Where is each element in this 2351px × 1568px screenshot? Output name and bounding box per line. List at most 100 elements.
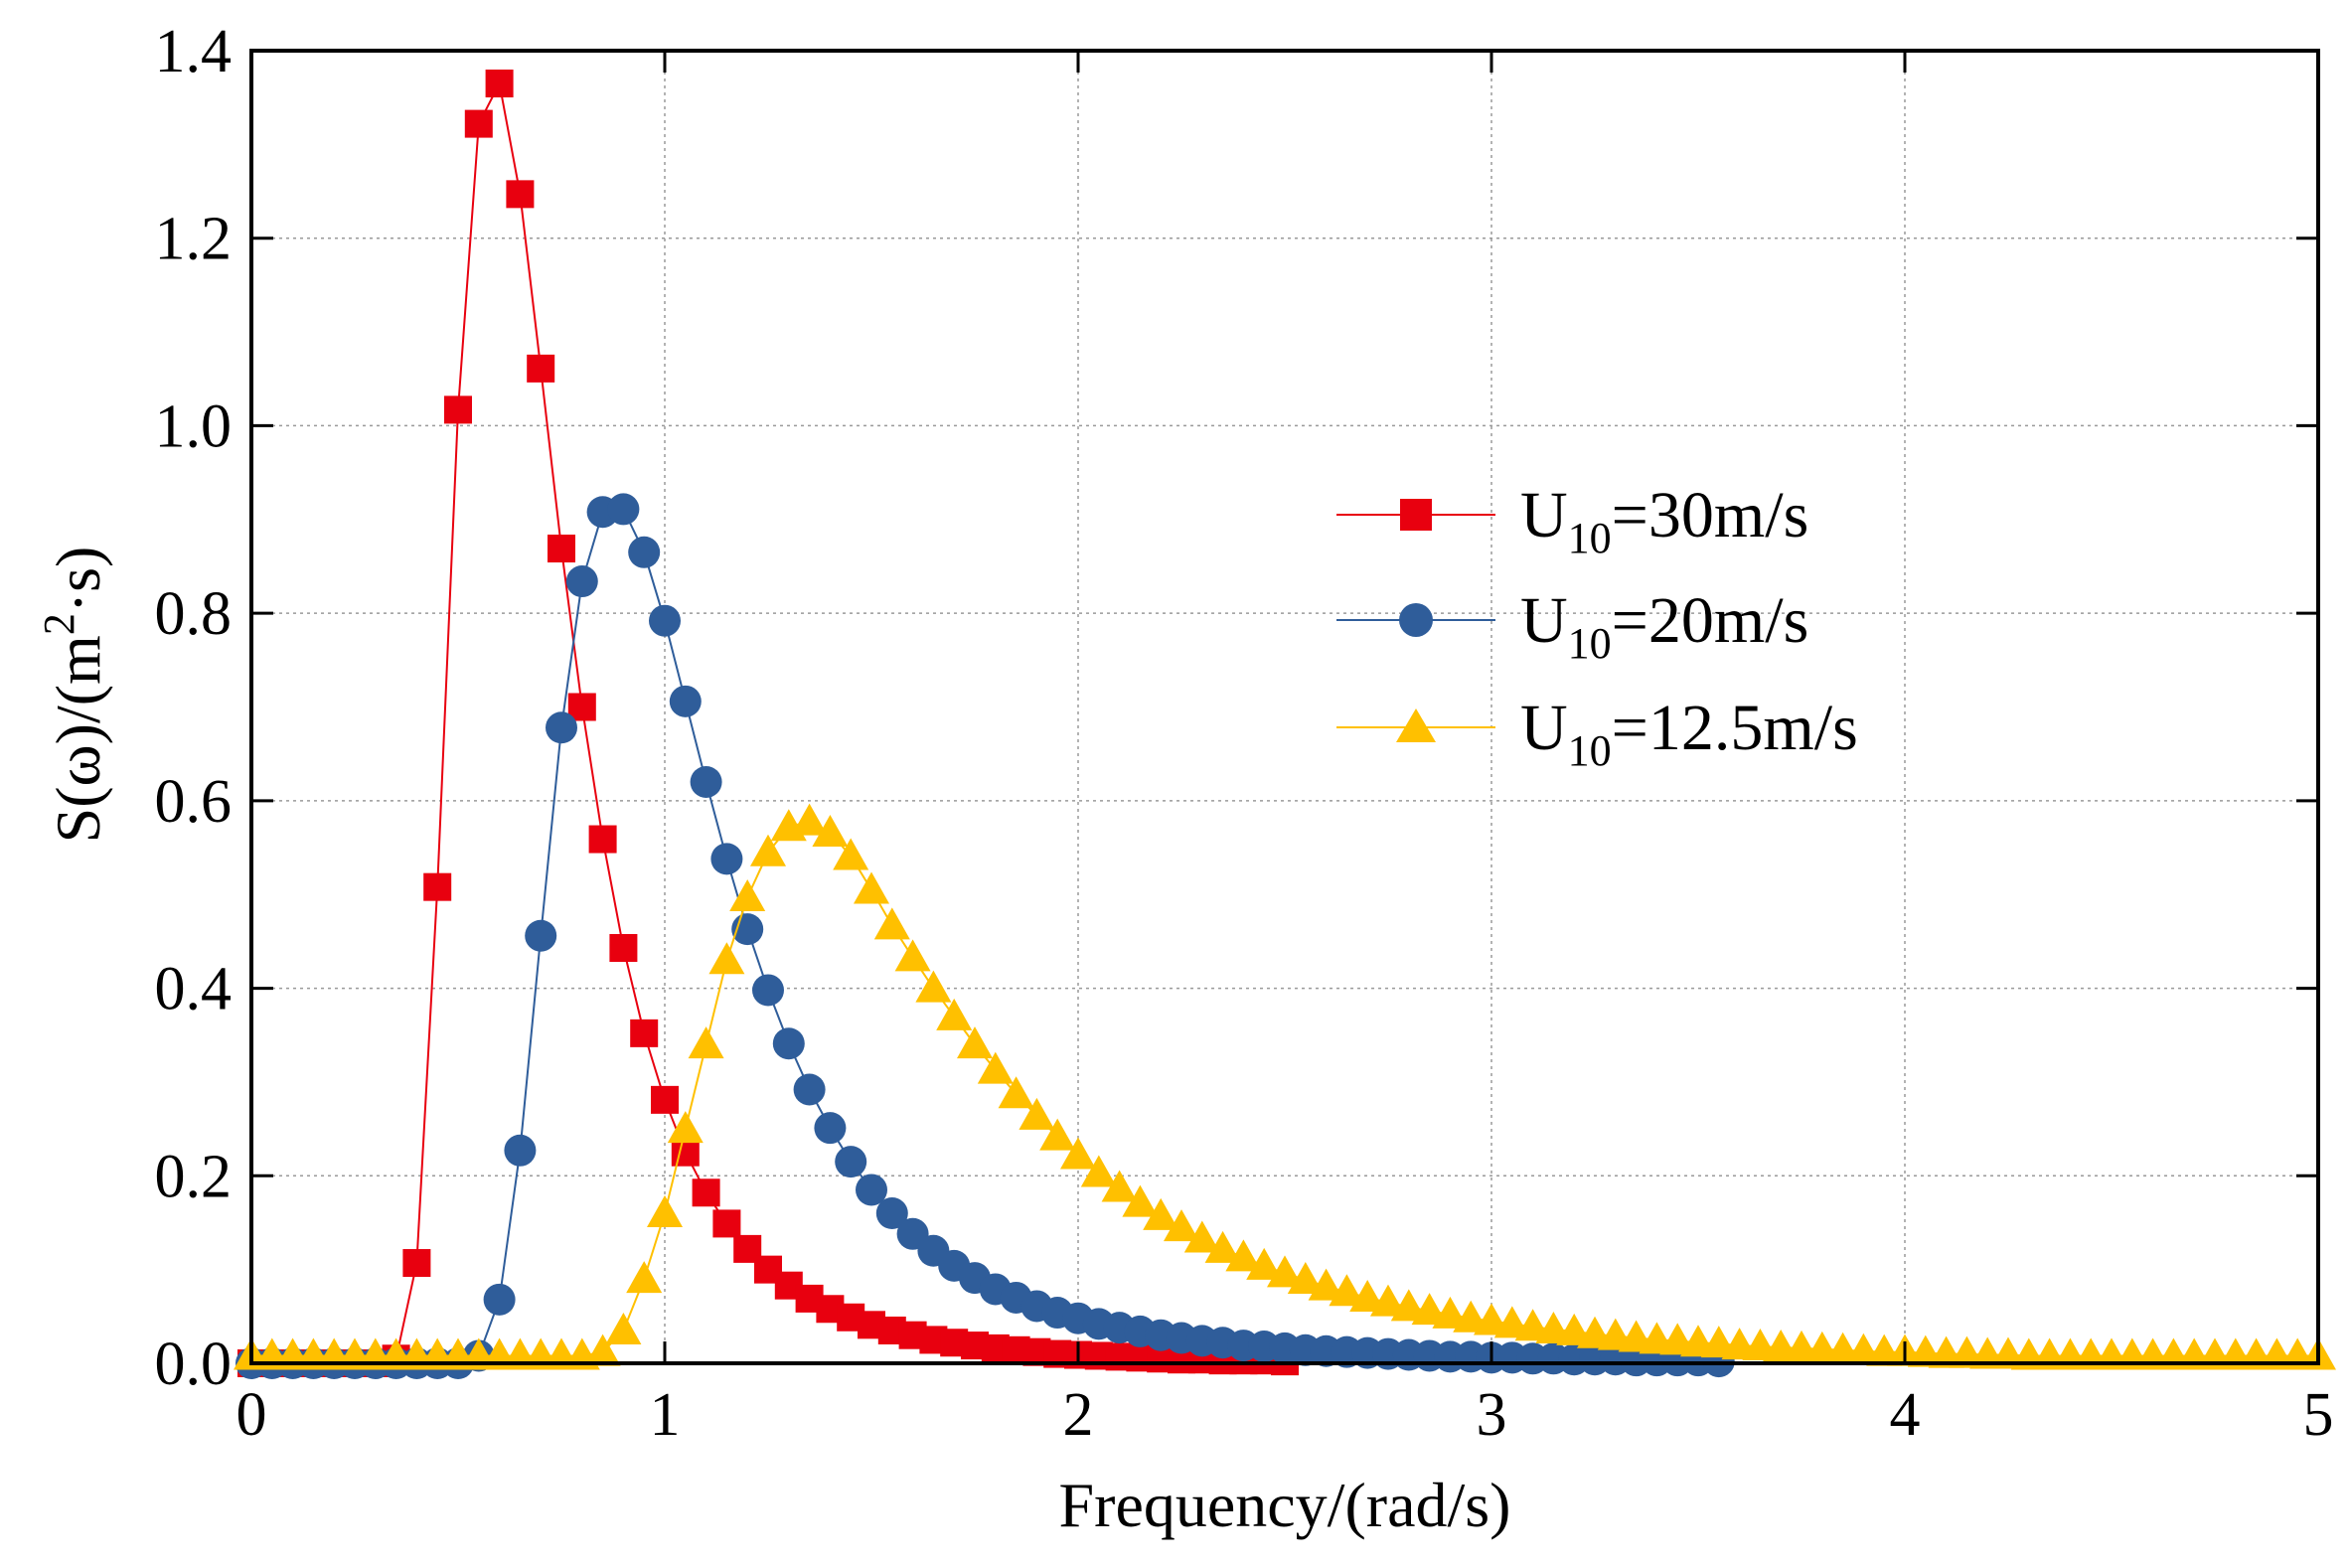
- point-triangle-32: [894, 939, 931, 972]
- point-square-21: [671, 1138, 700, 1167]
- point-triangle-24: [729, 879, 766, 912]
- y-tick-label-4: 0.8: [155, 580, 233, 648]
- point-circle-12: [483, 1283, 516, 1316]
- legend: U10=30m/s U10=20m/s U10=12.5m/s: [1336, 479, 1858, 775]
- legend-entry-20: U10=20m/s: [1336, 584, 1808, 668]
- point-triangle-39: [1039, 1118, 1076, 1151]
- point-triangle-47: [1204, 1230, 1241, 1263]
- legend-label-30: U10=30m/s: [1520, 479, 1808, 562]
- point-circle-20: [649, 604, 681, 637]
- point-triangle-44: [1143, 1197, 1179, 1230]
- point-triangle-54: [1349, 1279, 1386, 1312]
- y-tick-label-3: 0.6: [155, 768, 233, 836]
- point-triangle-33: [915, 970, 952, 1003]
- point-triangle-36: [977, 1051, 1014, 1084]
- data-series: [234, 70, 2336, 1379]
- point-square-8: [402, 1249, 431, 1278]
- point-triangle-40: [1060, 1137, 1096, 1170]
- point-triangle-31: [873, 907, 910, 940]
- point-square-16: [567, 693, 596, 721]
- legend-label-20-rest: =20m/s: [1612, 584, 1809, 657]
- point-triangle-49: [1246, 1247, 1283, 1280]
- point-triangle-46: [1183, 1220, 1220, 1253]
- x-tick-label-1: 1: [650, 1381, 681, 1449]
- point-square-22: [692, 1178, 720, 1207]
- y-tick-label-6: 1.2: [155, 206, 233, 273]
- point-triangle-58: [1432, 1296, 1469, 1329]
- point-triangle-22: [688, 1026, 724, 1059]
- point-triangle-56: [1390, 1289, 1427, 1322]
- y-tick-label-7: 1.4: [155, 18, 233, 85]
- legend-label-30-sub: 10: [1568, 514, 1612, 562]
- y-axis-label-suffix: ·s): [43, 547, 113, 614]
- point-triangle-52: [1308, 1268, 1344, 1301]
- y-tick-label-2: 0.4: [155, 956, 233, 1023]
- point-circle-25: [752, 974, 784, 1007]
- point-triangle-19: [626, 1261, 663, 1294]
- point-square-17: [588, 825, 617, 854]
- x-tick-label-0: 0: [236, 1381, 267, 1449]
- point-square-18: [609, 933, 638, 962]
- x-tick-label-5: 5: [2303, 1381, 2334, 1449]
- point-triangle-43: [1122, 1184, 1159, 1217]
- x-tick-label-2: 2: [1063, 1381, 1094, 1449]
- legend-marker-circle: [1399, 603, 1433, 637]
- plot-frame: [249, 49, 2320, 1365]
- y-axis-label-prefix: S(ω)/(m: [43, 635, 113, 843]
- point-circle-19: [628, 536, 661, 568]
- point-square-10: [444, 395, 472, 424]
- point-triangle-51: [1287, 1262, 1324, 1295]
- point-triangle-55: [1370, 1284, 1406, 1317]
- point-triangle-21: [667, 1111, 704, 1144]
- point-square-20: [651, 1085, 679, 1114]
- y-tick-label-5: 1.0: [155, 392, 233, 460]
- point-triangle-29: [833, 838, 869, 870]
- y-tick-label-0: 0.0: [155, 1331, 233, 1398]
- legend-label-30-base: U: [1520, 479, 1568, 551]
- point-triangle-18: [605, 1312, 642, 1344]
- point-triangle-45: [1164, 1209, 1199, 1242]
- point-circle-30: [856, 1174, 887, 1206]
- point-triangle-17: [584, 1333, 621, 1366]
- x-tick-label-4: 4: [1890, 1381, 1921, 1449]
- point-square-19: [630, 1019, 659, 1047]
- point-square-13: [506, 180, 535, 209]
- axis-ticks: 0 1 2 3 4 5 0.0 0.2 0.4 0.6 0.8 1.0 1.2 1.4: [155, 18, 2334, 1449]
- point-circle-26: [772, 1027, 805, 1060]
- legend-label-20-sub: 10: [1568, 619, 1612, 668]
- legend-marker-triangle: [1396, 708, 1436, 742]
- point-triangle-38: [1019, 1097, 1055, 1130]
- point-circle-23: [710, 843, 743, 875]
- point-circle-18: [607, 493, 640, 526]
- point-triangle-27: [791, 803, 828, 836]
- point-triangle-28: [812, 814, 849, 847]
- point-square-11: [464, 109, 493, 138]
- point-circle-28: [814, 1112, 847, 1145]
- legend-label-12-5-rest: =12.5m/s: [1612, 692, 1858, 764]
- point-triangle-53: [1329, 1274, 1365, 1307]
- point-square-9: [423, 872, 452, 901]
- point-triangle-41: [1080, 1155, 1117, 1187]
- x-tick-label-3: 3: [1477, 1381, 1507, 1449]
- point-circle-27: [793, 1073, 826, 1106]
- point-triangle-48: [1225, 1239, 1262, 1272]
- x-axis-label: Frequency/(rad/s): [1059, 1470, 1511, 1540]
- y-tick-label-1: 0.2: [155, 1143, 233, 1210]
- legend-label-12-5-base: U: [1520, 692, 1568, 764]
- legend-label-12-5-sub: 10: [1568, 726, 1612, 775]
- point-circle-15: [546, 711, 577, 744]
- point-triangle-25: [750, 834, 786, 866]
- point-circle-29: [835, 1146, 867, 1178]
- legend-marker-square: [1400, 499, 1432, 531]
- point-square-15: [548, 535, 575, 563]
- point-triangle-50: [1267, 1255, 1303, 1288]
- point-triangle-20: [647, 1195, 683, 1228]
- point-circle-31: [875, 1197, 908, 1230]
- y-axis-label: S(ω)/(m2·s): [35, 547, 113, 844]
- point-triangle-42: [1101, 1170, 1138, 1202]
- point-square-14: [527, 354, 555, 383]
- point-triangle-34: [936, 998, 973, 1030]
- legend-entry-12-5: U10=12.5m/s: [1336, 692, 1858, 775]
